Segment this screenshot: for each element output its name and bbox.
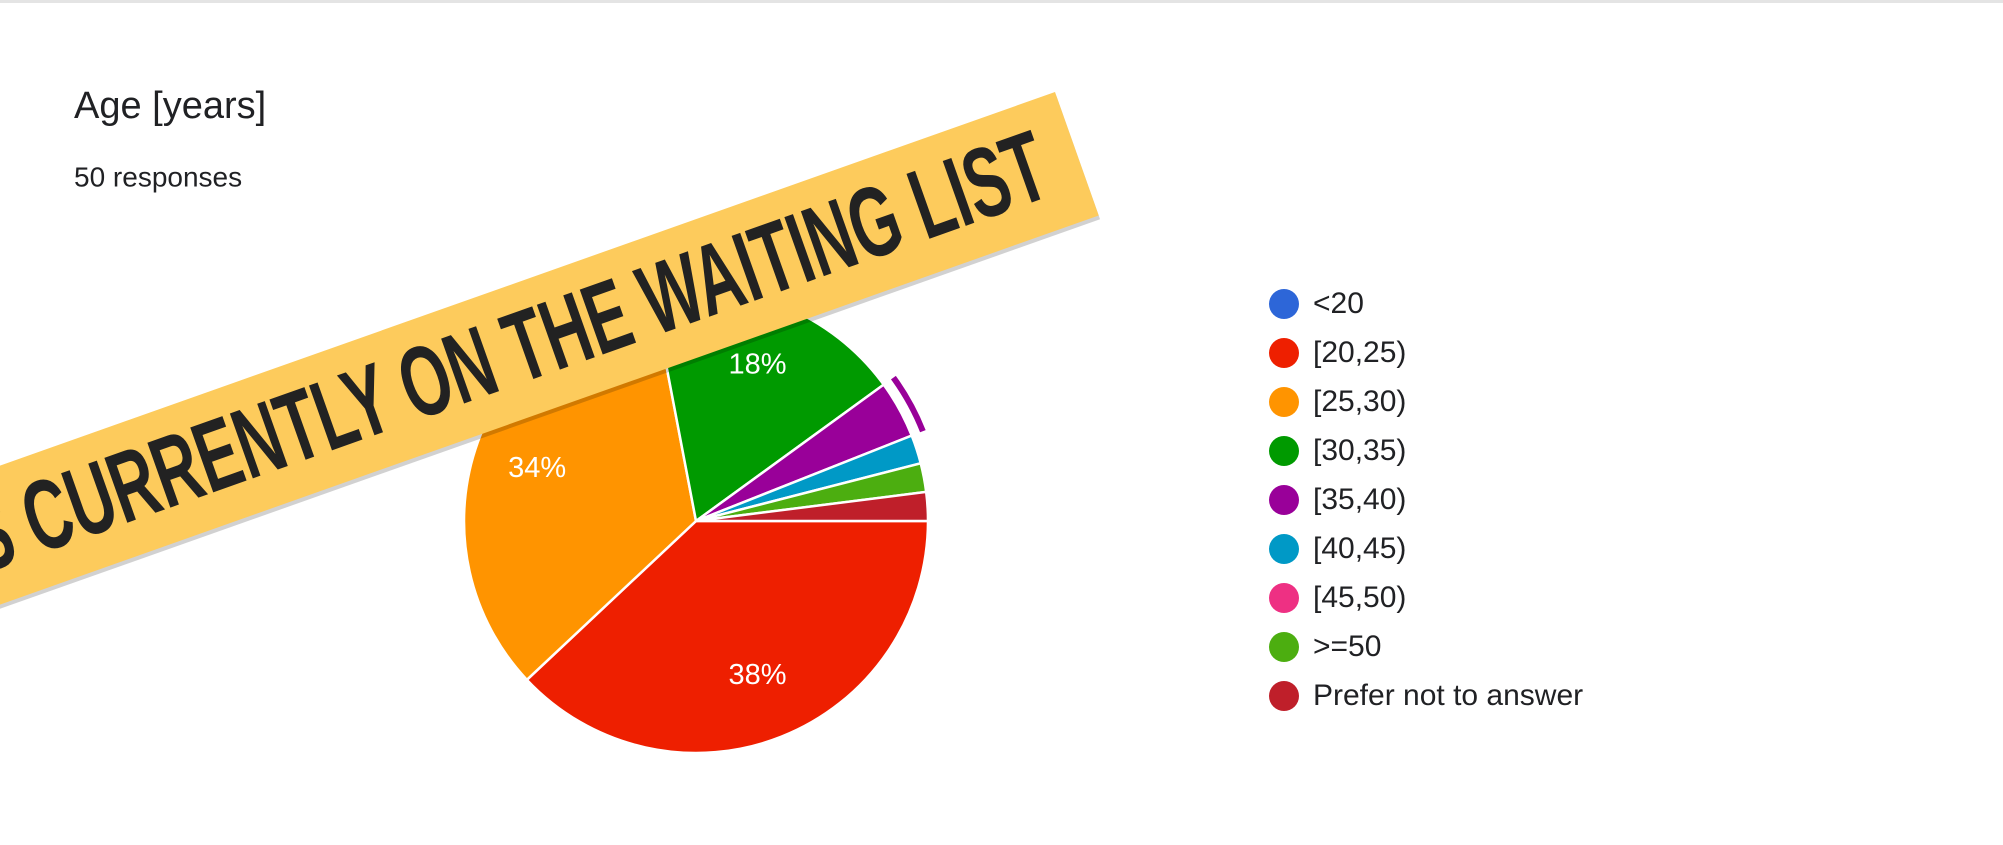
legend-label: [45,50) <box>1313 581 1406 614</box>
legend-swatch <box>1269 632 1299 662</box>
legend-swatch <box>1269 436 1299 466</box>
legend-swatch <box>1269 338 1299 368</box>
legend-swatch <box>1269 583 1299 613</box>
chart-subtitle: 50 responses <box>74 161 242 192</box>
data-label: 34% <box>508 452 566 484</box>
legend-swatch <box>1269 289 1299 319</box>
pie-slice[interactable] <box>525 519 930 755</box>
legend-swatch <box>1269 485 1299 515</box>
legend-label: [40,45) <box>1313 532 1406 565</box>
legend-label: [35,40) <box>1313 483 1406 516</box>
banner-band <box>0 92 1099 717</box>
slice-highlight <box>890 375 926 433</box>
pie-slice[interactable] <box>695 490 930 523</box>
legend-label: <20 <box>1313 287 1364 320</box>
legend-label: Prefer not to answer <box>1313 679 1583 712</box>
legend-swatch <box>1269 387 1299 417</box>
chart-title: Age [years] <box>74 85 266 127</box>
top-border <box>0 0 2003 3</box>
legend-swatch <box>1269 534 1299 564</box>
legend-label: [25,30) <box>1313 385 1406 418</box>
legend[interactable]: <20 [20,25) [25,30) [30,35) [35,40) [40,45) [4… <box>1269 287 1583 712</box>
legend-label: [30,35) <box>1313 434 1406 467</box>
legend-label: >=50 <box>1313 630 1381 663</box>
data-label: 38% <box>728 659 786 691</box>
legend-swatch <box>1269 681 1299 711</box>
data-label: 18% <box>728 348 786 380</box>
legend-label: [20,25) <box>1313 336 1406 369</box>
